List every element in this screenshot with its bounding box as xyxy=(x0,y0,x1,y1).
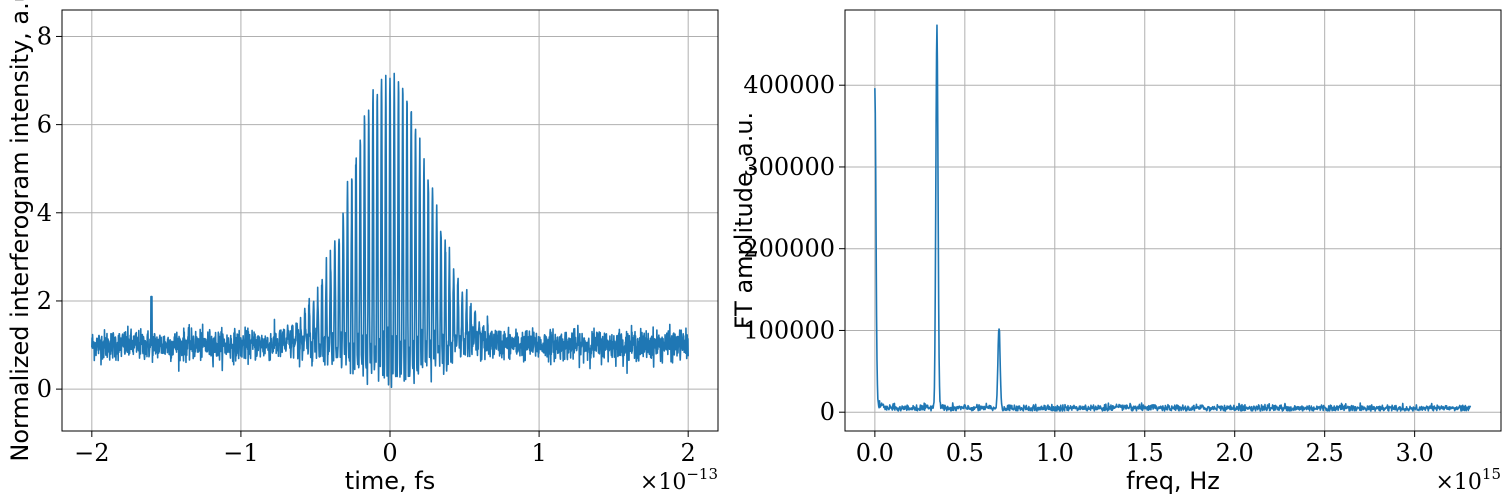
series-line xyxy=(91,72,689,389)
axes-frame xyxy=(844,9,1502,432)
x-tick-label: 0.5 xyxy=(946,439,984,467)
x-tick-label: 0.0 xyxy=(856,439,894,467)
y-axis-label: FT amplitude, a.u. xyxy=(730,112,758,329)
y-tick-label: 4 xyxy=(37,199,52,227)
x-tick-label: 3.0 xyxy=(1396,439,1434,467)
x-tick-label: 0 xyxy=(382,439,397,467)
y-tick-label: 300000 xyxy=(743,153,835,181)
x-tick-label: 2.0 xyxy=(1216,439,1254,467)
y-tick-label: 400000 xyxy=(743,71,835,99)
series-line xyxy=(874,24,1472,412)
y-tick-label: 6 xyxy=(37,111,52,139)
x-tick-label: −1 xyxy=(223,439,258,467)
x-tick-label: 1.5 xyxy=(1126,439,1164,467)
x-tick-label: 2.5 xyxy=(1306,439,1344,467)
y-tick-label: 2 xyxy=(37,287,52,315)
x-tick-label: −2 xyxy=(74,439,109,467)
y-tick-label: 8 xyxy=(37,22,52,50)
ft-amplitude-panel: 0.0 0.5 1.0 1.5 2.0 2.5 3.0 0 100000 200000 300000… xyxy=(730,9,1502,495)
x-axis-label: time, fs xyxy=(345,467,435,495)
y-tick-label: 0 xyxy=(37,375,52,403)
y-tick-label: 200000 xyxy=(743,235,835,263)
interferogram-panel: −2 −1 0 1 2 0 2 4 6 8 time, fs Normalized interfero… xyxy=(6,0,719,495)
x-axis-label: freq, Hz xyxy=(1126,467,1220,495)
x-offset-label: ×1015 xyxy=(1435,465,1501,495)
x-offset-label: ×10−13 xyxy=(640,465,718,495)
x-tick-label: 2 xyxy=(681,439,696,467)
x-tick-label: 1 xyxy=(531,439,546,467)
x-tick-label: 1.0 xyxy=(1036,439,1074,467)
y-axis-label: Normalized interferogram intensity, a.u. xyxy=(6,0,34,462)
y-tick-label: 0 xyxy=(820,398,835,426)
y-tick-label: 100000 xyxy=(743,316,835,344)
